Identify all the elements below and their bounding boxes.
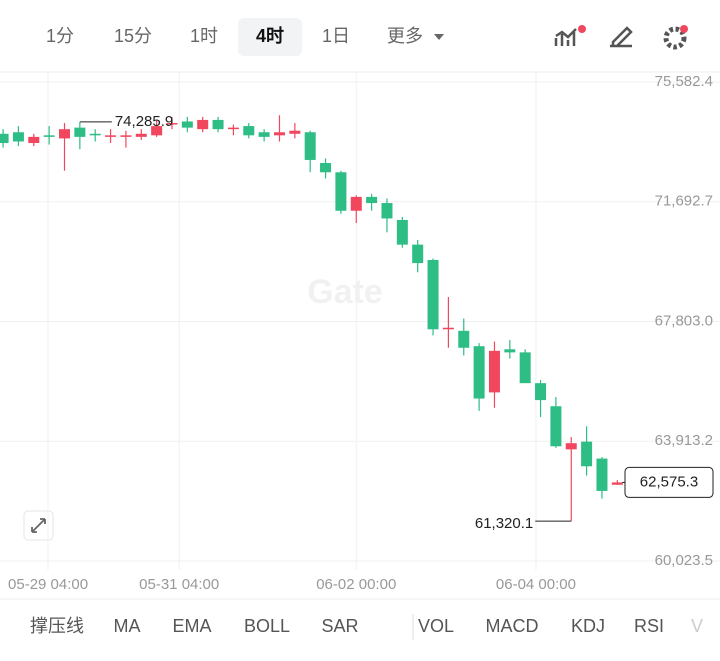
high-label: 74,285.9 bbox=[115, 113, 173, 130]
watermark: Gate bbox=[307, 273, 383, 311]
y-tick-label: 71,692.7 bbox=[655, 193, 713, 210]
candle-body bbox=[381, 203, 393, 219]
candle-body bbox=[28, 136, 40, 144]
y-tick-label: 60,023.5 bbox=[655, 552, 713, 569]
low-label: 61,320.1 bbox=[475, 515, 533, 532]
indicator-tab[interactable]: KDJ bbox=[571, 616, 605, 636]
candle-body bbox=[611, 482, 623, 485]
candle-body bbox=[135, 133, 147, 137]
x-tick-label: 05-31 04:00 bbox=[139, 576, 219, 593]
candle-body bbox=[166, 123, 178, 125]
candle-body bbox=[197, 119, 209, 130]
candle-body bbox=[43, 135, 55, 137]
candle-body bbox=[0, 133, 9, 144]
candle-body bbox=[227, 127, 239, 130]
candle-body bbox=[289, 130, 301, 134]
candle-body bbox=[212, 119, 224, 130]
badge bbox=[680, 25, 688, 33]
interval-tab[interactable]: 15分 bbox=[114, 26, 152, 46]
candle-body bbox=[581, 441, 593, 467]
indicator-tab[interactable]: MA bbox=[114, 616, 141, 636]
candle-body bbox=[89, 133, 101, 136]
indicator-tab[interactable]: VOL bbox=[418, 616, 454, 636]
candle-body bbox=[151, 126, 163, 136]
candle-body bbox=[427, 260, 439, 330]
candle-body bbox=[12, 132, 24, 142]
last-price-label: 62,575.3 bbox=[640, 473, 698, 490]
last-price-box bbox=[624, 466, 714, 498]
draw-icon[interactable] bbox=[610, 26, 633, 48]
candle-body bbox=[366, 196, 378, 204]
candle-body bbox=[596, 458, 608, 491]
settings-icon[interactable] bbox=[663, 26, 687, 50]
y-tick-label: 75,582.4 bbox=[655, 73, 713, 90]
candle-body bbox=[258, 132, 270, 137]
candle-body bbox=[396, 219, 408, 245]
candle-body bbox=[105, 135, 117, 137]
x-tick-label: 06-02 00:00 bbox=[316, 576, 396, 593]
tab-selected-bg bbox=[238, 18, 302, 56]
candle-body bbox=[273, 132, 285, 136]
candle-body bbox=[442, 327, 454, 330]
candle-body bbox=[473, 346, 485, 399]
indicator-tab[interactable]: SAR bbox=[321, 616, 358, 636]
y-tick-label: 63,913.2 bbox=[655, 432, 713, 449]
candle-body bbox=[550, 406, 562, 447]
candle-body bbox=[74, 127, 86, 137]
indicator-tab[interactable]: RSI bbox=[634, 616, 664, 636]
candle-body bbox=[181, 121, 193, 128]
interval-tab[interactable]: 1分 bbox=[46, 26, 74, 46]
candle-body bbox=[519, 352, 531, 384]
expand-icon bbox=[31, 518, 46, 533]
indicator-tab[interactable]: BOLL bbox=[244, 616, 290, 636]
indicator-tab[interactable]: V bbox=[691, 616, 703, 636]
badge bbox=[578, 25, 586, 33]
candle-body bbox=[320, 163, 332, 173]
more-tab[interactable]: 更多 bbox=[387, 26, 423, 46]
y-tick-label: 67,803.0 bbox=[655, 312, 713, 329]
indicator-icon[interactable] bbox=[554, 28, 577, 46]
indicator-tab[interactable]: EMA bbox=[172, 616, 211, 636]
interval-tab[interactable]: 1日 bbox=[322, 26, 350, 46]
indicator-tab[interactable]: MACD bbox=[486, 616, 539, 636]
dropdown-arrow bbox=[434, 34, 444, 40]
candle-body bbox=[243, 126, 255, 136]
candle-body bbox=[350, 196, 362, 211]
candle-body bbox=[412, 244, 424, 264]
candle-body bbox=[504, 349, 516, 353]
x-tick-label: 06-04 00:00 bbox=[496, 576, 576, 593]
candle-body bbox=[565, 443, 577, 450]
candle-body bbox=[535, 383, 547, 401]
candle-body bbox=[458, 330, 470, 348]
candle-body bbox=[335, 172, 347, 211]
x-tick-label: 05-29 04:00 bbox=[8, 576, 88, 593]
candle-body bbox=[304, 132, 316, 160]
candle-body bbox=[488, 350, 500, 393]
candle-body bbox=[120, 135, 132, 137]
interval-tab[interactable]: 4时 bbox=[256, 26, 284, 46]
interval-tab[interactable]: 1时 bbox=[190, 26, 218, 46]
indicator-tab[interactable]: 撑压线 bbox=[30, 616, 84, 636]
candle-body bbox=[58, 129, 70, 139]
